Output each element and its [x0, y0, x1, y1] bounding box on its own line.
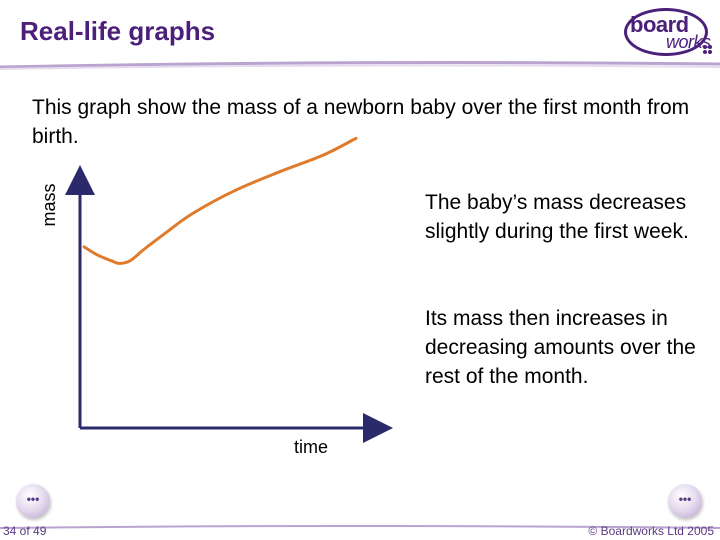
copyright-text: © Boardworks Ltd 2005: [588, 524, 714, 538]
next-dots-icon: •••: [678, 492, 692, 506]
logo-word-board: board: [630, 12, 689, 37]
y-axis-label: mass: [39, 183, 59, 226]
title-underline: [0, 61, 720, 70]
next-slide-button[interactable]: •••: [668, 484, 702, 518]
logo-word-works: works: [666, 32, 711, 52]
previous-dots-icon: •••: [26, 492, 40, 506]
page-number: 34 of 49: [3, 524, 47, 538]
footer-bar: [0, 525, 720, 529]
boardworks-logo: board works: [620, 4, 716, 62]
x-axis-label: time: [294, 437, 328, 457]
intro-text: This graph show the mass of a newborn ba…: [32, 96, 690, 148]
logo-ring: [624, 8, 708, 56]
logo-dots-icon: [703, 45, 712, 54]
mass-curve: [82, 136, 358, 265]
previous-slide-button[interactable]: •••: [16, 484, 50, 518]
note-mass-increase: Its mass then increases in decreasing am…: [425, 307, 696, 388]
note-mass-decrease: The baby’s mass decreases slightly durin…: [425, 191, 689, 243]
slide-title: Real-life graphs: [20, 16, 216, 46]
